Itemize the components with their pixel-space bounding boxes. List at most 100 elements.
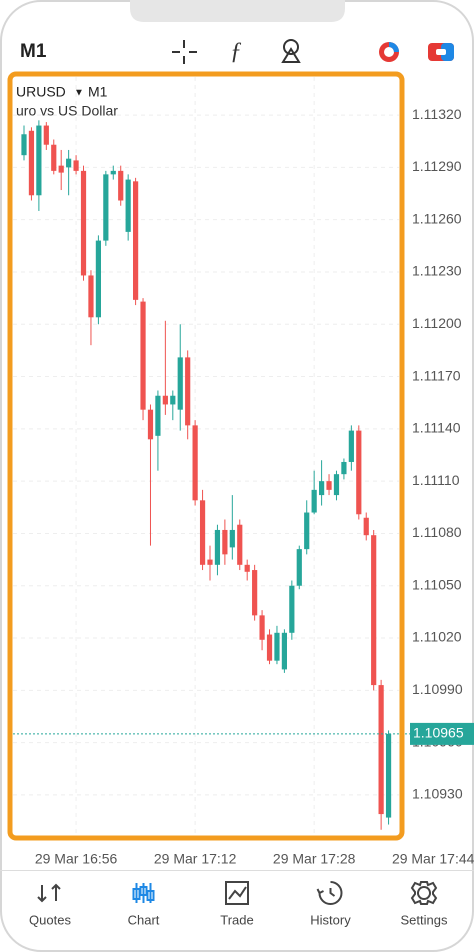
candle-body (43, 125, 49, 145)
y-tick-label: 1.11110 (412, 472, 460, 488)
candle-body (125, 179, 131, 232)
nav-icon[interactable] (225, 881, 249, 905)
x-tick-label: 29 Mar 17:44 (392, 851, 474, 867)
objects-icon[interactable] (281, 39, 301, 63)
candle-body (326, 481, 332, 490)
symbol[interactable]: URUSD (16, 84, 66, 100)
candle-body (36, 125, 42, 196)
candle-body (214, 529, 221, 565)
candle-body (311, 489, 317, 513)
axes: 1.11320 1.11290 1.11260 1.11230 1.11200 1.111… (13, 106, 474, 867)
candle-body (147, 409, 154, 440)
candles (21, 120, 392, 830)
y-tick-label: 1.11140 (412, 420, 461, 436)
candle-body (341, 461, 347, 475)
candle-body (140, 301, 146, 410)
candle-body (378, 685, 384, 815)
candle-body (51, 144, 57, 171)
candle-body (363, 517, 369, 536)
nav-label[interactable]: History (310, 912, 351, 927)
nav-divider (0, 870, 474, 871)
candle-body (296, 549, 302, 586)
candle-body (259, 615, 265, 640)
symbol-timeframe: M1 (88, 84, 108, 100)
candle-body (222, 529, 228, 555)
timeframe[interactable]: M1 (20, 41, 47, 62)
y-tick-label: 1.11320 (412, 106, 462, 122)
notch (130, 0, 345, 22)
nav-label[interactable]: Settings (401, 912, 448, 927)
account-icon[interactable] (379, 42, 399, 62)
y-tick-label: 1.11260 (412, 210, 462, 226)
candle-body (229, 529, 235, 548)
y-tick-label: 1.11080 (412, 524, 462, 540)
candle-body (177, 357, 183, 410)
candle-body (185, 357, 191, 426)
candle-body (252, 570, 258, 616)
nav-item[interactable]: History (310, 881, 351, 927)
candle-body (88, 275, 94, 318)
candle-body (28, 130, 35, 196)
y-tick-label: 1.11170 (412, 367, 461, 383)
y-tick-label: 1.10990 (412, 681, 463, 697)
nav-label[interactable]: Quotes (29, 912, 71, 927)
candle-body (281, 632, 287, 670)
last-price-box (410, 722, 474, 745)
candle-body (319, 481, 325, 496)
nav-icon[interactable] (37, 883, 61, 903)
candle-body (110, 170, 116, 175)
trade-icon[interactable] (428, 43, 454, 61)
candle-body (155, 395, 161, 436)
y-tick-label: 1.10930 (412, 786, 463, 802)
candle-body (118, 170, 124, 201)
candle-body (244, 564, 250, 572)
candle-body (199, 500, 206, 565)
symbol-dropdown[interactable]: ▼ (74, 88, 84, 99)
candle-body (207, 559, 213, 565)
highlight-frame (7, 71, 405, 841)
nav-icon[interactable] (410, 881, 438, 905)
candle-body (66, 158, 72, 168)
candle-body (289, 585, 295, 633)
candle-body (80, 170, 87, 276)
candle-body (58, 165, 64, 173)
x-tick-label: 29 Mar 17:12 (154, 851, 237, 867)
candle-body (274, 632, 280, 661)
candle-body (192, 425, 198, 501)
symbol-description: uro vs US Dollar (16, 103, 118, 119)
crosshair-icon[interactable] (172, 40, 197, 64)
nav-item[interactable]: Chart (128, 883, 160, 927)
nav-icon[interactable] (316, 881, 343, 905)
candle-body (73, 160, 79, 171)
candle-body (333, 474, 340, 496)
bottom-nav: Quotes Chart Trade History Settings (29, 881, 448, 927)
candle-body (304, 512, 310, 550)
nav-label[interactable]: Chart (128, 912, 160, 927)
candle-body (21, 134, 27, 156)
candle-body (170, 395, 176, 405)
candle-body (266, 634, 273, 661)
y-tick-label: 1.11020 (412, 629, 462, 645)
y-tick-label: 1.11050 (412, 576, 462, 592)
candle-body (371, 535, 377, 686)
candle-body (237, 524, 243, 565)
nav-label[interactable]: Trade (220, 912, 253, 927)
candle-body (95, 240, 101, 318)
y-tick-label: 1.11200 (412, 315, 462, 331)
nav-item[interactable]: Quotes (29, 883, 71, 927)
candle-body (348, 430, 354, 462)
candle-body (162, 395, 168, 405)
nav-item[interactable]: Settings (401, 881, 448, 927)
last-price-label: 1.10965 (413, 725, 464, 741)
candle-body (385, 733, 392, 818)
indicators-icon[interactable]: ƒ (230, 39, 242, 65)
candle-body (133, 181, 139, 300)
x-tick-label: 29 Mar 17:28 (273, 851, 356, 867)
candle-body (103, 174, 109, 241)
nav-icon[interactable] (132, 883, 155, 903)
y-tick-label: 1.11290 (412, 158, 462, 174)
nav-item[interactable]: Trade (220, 881, 254, 927)
x-tick-label: 29 Mar 16:56 (35, 851, 118, 867)
